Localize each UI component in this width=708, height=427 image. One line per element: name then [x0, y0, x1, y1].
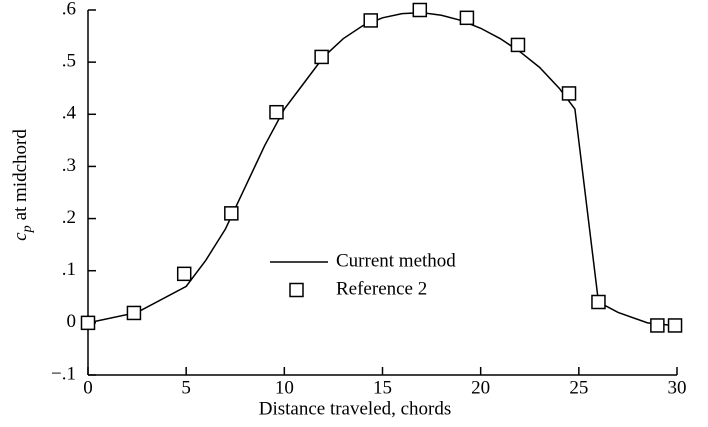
data-point: [412, 2, 428, 18]
y-label-symbol: c: [10, 232, 31, 241]
data-point: [510, 37, 526, 53]
y-tick-label: −.1: [51, 363, 76, 384]
x-tick-label: 25: [569, 377, 588, 398]
data-point: [176, 266, 192, 282]
y-label-subscript: p: [20, 225, 35, 233]
data-point: [459, 10, 475, 26]
x-axis-label: Distance traveled, chords: [259, 398, 452, 419]
y-tick-label: .5: [62, 51, 76, 72]
data-point: [667, 318, 683, 333]
y-axis-label: cp at midchord: [10, 129, 35, 241]
data-point: [561, 86, 577, 101]
y-tick-label: .2: [62, 207, 76, 228]
data-point: [126, 305, 142, 321]
data-point: [314, 49, 329, 65]
y-label-text: at midchord: [10, 129, 31, 221]
x-tick-label: 5: [181, 377, 191, 398]
legend-label: Current method: [336, 250, 456, 271]
legend-label: Reference 2: [336, 278, 427, 299]
x-tick-label: 10: [275, 377, 294, 398]
legend-marker: [289, 282, 304, 298]
y-tick-label: .3: [62, 155, 76, 176]
y-tick-label: .4: [62, 103, 77, 124]
x-tick-label: 15: [373, 377, 392, 398]
data-point: [363, 13, 378, 28]
data-point: [591, 294, 606, 310]
data-point: [650, 318, 665, 333]
y-tick-label: 0: [67, 311, 77, 332]
y-tick-label: .1: [62, 259, 76, 280]
x-tick-label: 30: [668, 377, 687, 398]
data-point: [224, 206, 239, 221]
data-point: [80, 315, 96, 331]
x-tick-label: 0: [83, 377, 93, 398]
x-tick-label: 20: [471, 377, 490, 398]
y-tick-label: .6: [62, 0, 76, 19]
data-point: [269, 104, 284, 120]
